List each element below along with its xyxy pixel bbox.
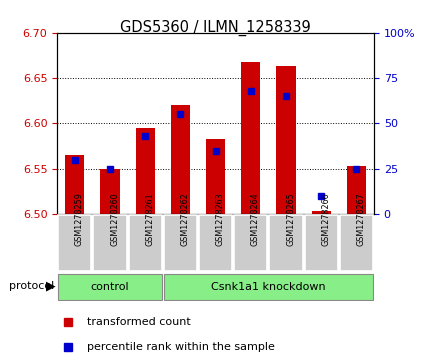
Text: GSM1278264: GSM1278264 — [251, 192, 260, 246]
Text: protocol: protocol — [9, 281, 54, 291]
Text: GSM1278261: GSM1278261 — [145, 192, 154, 246]
Text: GSM1278260: GSM1278260 — [110, 192, 119, 246]
Bar — [100, 169, 120, 214]
Bar — [312, 211, 331, 214]
Text: transformed count: transformed count — [87, 317, 191, 327]
Bar — [58, 274, 162, 300]
Bar — [58, 215, 92, 271]
Bar — [164, 274, 373, 300]
Bar — [234, 215, 268, 271]
Text: percentile rank within the sample: percentile rank within the sample — [87, 342, 275, 352]
Text: ▶: ▶ — [46, 280, 55, 293]
Bar — [93, 215, 127, 271]
Bar — [276, 66, 296, 214]
Text: GSM1278262: GSM1278262 — [180, 192, 189, 246]
Text: GSM1278259: GSM1278259 — [75, 192, 84, 246]
Bar — [164, 215, 197, 271]
Bar — [136, 128, 155, 214]
Bar — [206, 139, 225, 214]
Bar — [347, 166, 366, 214]
Bar — [199, 215, 232, 271]
Bar — [304, 215, 338, 271]
Text: Csnk1a1 knockdown: Csnk1a1 knockdown — [211, 282, 326, 292]
Bar — [241, 62, 260, 214]
Bar — [128, 215, 162, 271]
Text: GSM1278265: GSM1278265 — [286, 192, 295, 246]
Text: GSM1278267: GSM1278267 — [356, 192, 365, 246]
Text: GSM1278266: GSM1278266 — [321, 192, 330, 246]
Bar — [65, 155, 84, 214]
Bar — [269, 215, 303, 271]
Text: GDS5360 / ILMN_1258339: GDS5360 / ILMN_1258339 — [120, 20, 311, 36]
Bar — [340, 215, 373, 271]
Text: control: control — [91, 282, 129, 292]
Text: GSM1278263: GSM1278263 — [216, 192, 224, 246]
Bar — [171, 105, 190, 214]
